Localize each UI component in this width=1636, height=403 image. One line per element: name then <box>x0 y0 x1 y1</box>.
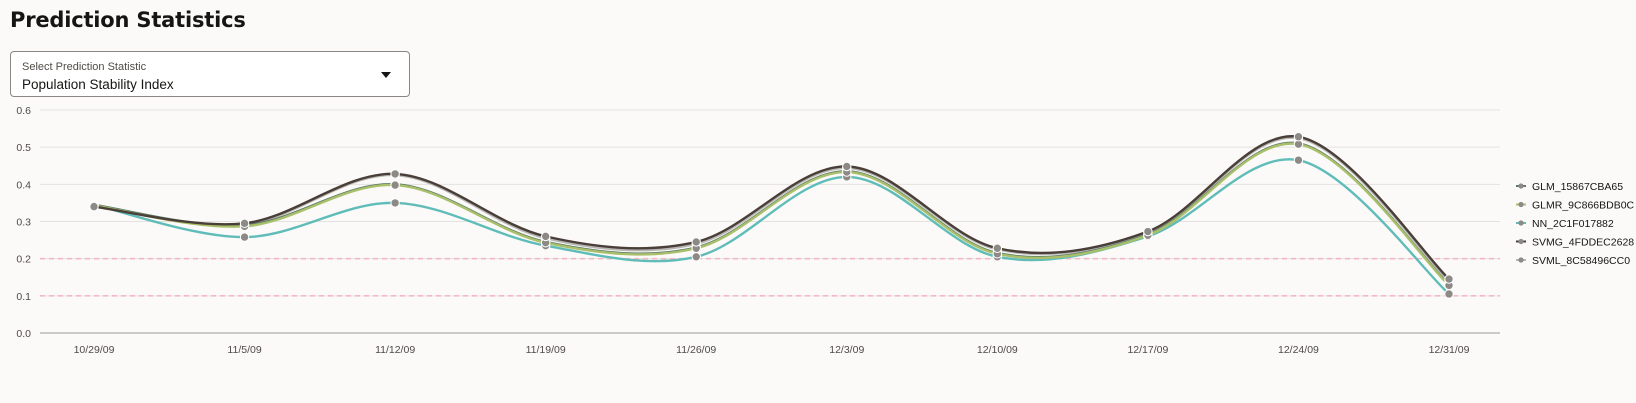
series-line <box>93 136 1450 282</box>
x-tick-label: 12/31/09 <box>1429 344 1470 356</box>
data-point[interactable] <box>691 252 701 262</box>
data-point[interactable] <box>1143 226 1153 237</box>
data-point[interactable] <box>842 161 852 172</box>
chart-legend: GLM_15867CBA65 GLMR_9C866BDB0C NN_2C1F0178… <box>1516 181 1635 267</box>
x-tick-label: 11/26/09 <box>676 344 716 356</box>
chart-series <box>89 132 1454 299</box>
select-label: Select Prediction Statistic <box>22 61 147 73</box>
x-tick-label: 12/24/09 <box>1278 344 1319 356</box>
legend-item-label[interactable]: GLMR_9C866BDB0C <box>1532 200 1635 212</box>
x-tick-label: 12/17/09 <box>1127 344 1168 356</box>
data-point[interactable] <box>239 232 250 242</box>
x-tick-label: 10/29/09 <box>74 344 115 356</box>
data-point[interactable] <box>992 243 1003 253</box>
legend-item-label[interactable]: NN_2C1F017882 <box>1532 218 1614 230</box>
chart-axes: 0.0 0.1 0.2 0.3 0.4 0.5 0.6 10/29/09 11/5/09 11/1… <box>16 105 1500 356</box>
legend-marker <box>1518 201 1524 208</box>
prediction-statistics-chart: 0.0 0.1 0.2 0.3 0.4 0.5 0.6 10/29/09 11/5/09 11/1… <box>16 105 1635 356</box>
legend-marker <box>1518 183 1524 189</box>
data-point[interactable] <box>691 237 701 247</box>
x-tick-label: 11/5/09 <box>227 344 261 356</box>
data-point[interactable] <box>390 198 400 208</box>
y-tick-label: 0.3 <box>16 217 31 229</box>
legend-item-label[interactable]: GLM_15867CBA65 <box>1532 181 1623 193</box>
x-tick-label: 12/3/09 <box>829 344 864 356</box>
prediction-statistic-select[interactable]: Select Prediction Statistic Population S… <box>10 51 410 97</box>
data-point[interactable] <box>540 231 551 242</box>
legend-marker <box>1518 220 1524 226</box>
threshold-lines <box>40 257 1500 297</box>
select-value: Population Stability Index <box>22 77 174 92</box>
series-line <box>93 158 1450 295</box>
y-tick-label: 0.6 <box>16 105 31 117</box>
y-tick-label: 0.2 <box>16 254 31 266</box>
data-point[interactable] <box>1293 155 1304 165</box>
data-point[interactable] <box>89 201 99 212</box>
x-tick-label: 12/10/09 <box>977 344 1018 356</box>
x-tick-label: 11/19/09 <box>526 344 566 356</box>
y-tick-label: 0.4 <box>16 179 31 191</box>
x-tick-label: 11/12/09 <box>375 344 415 356</box>
legend-item-label[interactable]: SVML_8C58496CC0 <box>1532 255 1630 267</box>
legend-marker <box>1518 238 1524 245</box>
data-point[interactable] <box>1444 289 1454 299</box>
data-point[interactable] <box>1444 274 1454 284</box>
series-line <box>93 142 1450 287</box>
chevron-down-icon[interactable] <box>381 72 391 78</box>
page-title: Prediction Statistics <box>10 8 246 32</box>
data-point[interactable] <box>239 218 250 229</box>
y-tick-label: 0.5 <box>16 142 31 154</box>
data-point[interactable] <box>390 169 400 179</box>
data-point[interactable] <box>1293 132 1304 142</box>
legend-item-label[interactable]: SVMG_4FDDEC2628 <box>1532 237 1634 249</box>
data-point[interactable] <box>390 180 400 190</box>
y-tick-label: 0.1 <box>16 291 31 303</box>
series-line <box>93 135 1450 280</box>
legend-marker <box>1518 257 1524 263</box>
y-tick-label: 0.0 <box>16 328 31 340</box>
